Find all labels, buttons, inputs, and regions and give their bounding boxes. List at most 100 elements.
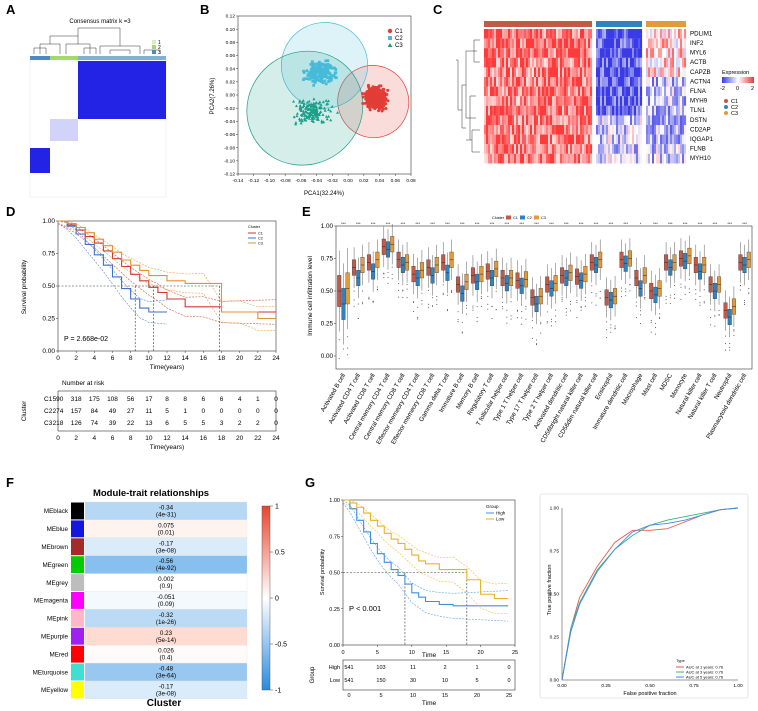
heatmap-cell	[578, 48, 581, 58]
km-d-pvalue: P = 2.668e-02	[64, 336, 108, 343]
module-pvalue: (1e-26)	[156, 619, 176, 626]
heatmap-cell	[640, 134, 643, 145]
risk-d-x-label: Time(years)	[150, 444, 184, 451]
heatmap-gene-label: IQGAP1	[690, 136, 714, 143]
heatmap-cell	[674, 38, 677, 49]
panel-e-immune: Cluster C1 C2 C3 *** *** *** *** *** *** *** **…	[307, 215, 753, 446]
heatmap-cell	[678, 48, 681, 58]
heatmap-cell	[484, 48, 487, 58]
heatmap-cell	[546, 125, 549, 135]
heatmap-cell	[582, 105, 585, 116]
heatmap-cell	[646, 29, 649, 39]
heatmap-cell	[590, 48, 593, 58]
heatmap-cell	[586, 57, 589, 68]
pca-x-tick-label: 0.04	[375, 178, 385, 184]
pca-point-c2	[314, 66, 318, 69]
risk-g-time-label: 10	[410, 693, 416, 699]
heatmap-cell	[622, 125, 625, 135]
immune-legend-swatch-c2	[520, 215, 525, 220]
heatmap-cell	[556, 86, 559, 97]
heatmap-cell	[648, 48, 651, 58]
pca-point-c3	[298, 118, 302, 122]
roc-ticks: 0.00 0.25 0.50 0.75 1.000.000.250.500.751.00	[550, 506, 743, 689]
heatmap-cell	[662, 115, 665, 126]
heatmap-cell	[576, 57, 579, 68]
heatmap-cell	[548, 38, 551, 49]
km-d-legend-label-c1: C1	[258, 232, 263, 236]
heatmap-cell	[514, 134, 517, 145]
heatmap-cell	[590, 38, 593, 49]
immune-significance: ***	[727, 221, 732, 226]
heatmap-cell	[630, 105, 633, 116]
heatmap-cell	[510, 57, 513, 68]
heatmap-cell	[604, 96, 607, 106]
immune-outlier	[718, 309, 720, 311]
heatmap-cell	[632, 38, 635, 49]
heatmap-cell	[488, 29, 491, 39]
immune-outlier	[669, 303, 671, 305]
heatmap-cell	[668, 144, 671, 154]
heatmap-cell	[522, 48, 525, 58]
heatmap-cell	[682, 48, 685, 58]
heatmap-cell	[530, 67, 533, 78]
heatmap-legend: Expression -2 0 2 C1 C2 C3	[720, 70, 754, 117]
risk-d-cell: 39	[109, 420, 117, 427]
heatmap-cell	[682, 125, 685, 135]
risk-g-cell: 541	[344, 665, 353, 671]
heatmap-cell	[558, 125, 561, 135]
heatmap-cell	[486, 86, 489, 97]
heatmap-cell	[488, 57, 491, 68]
heatmap-cell	[584, 67, 587, 78]
pca-point-c1	[374, 105, 378, 109]
heatmap-cell	[560, 105, 563, 116]
heatmap-cell	[598, 134, 601, 145]
heatmap-cell	[638, 115, 641, 126]
heatmap-cell	[546, 48, 549, 58]
pca-point-c2	[323, 67, 326, 71]
heatmap-cell	[596, 67, 599, 78]
pca-point-c3	[298, 99, 302, 103]
heatmap-cell	[538, 134, 541, 145]
pca-point-c2	[326, 76, 329, 80]
heatmap-cell	[490, 29, 493, 39]
heatmap-cell	[634, 38, 637, 49]
heatmap-legend-tick-0: 0	[736, 86, 739, 92]
immune-outlier	[606, 337, 608, 339]
heatmap-cell	[634, 153, 637, 164]
heatmap-cell	[648, 86, 651, 97]
heatmap-cell	[540, 48, 543, 58]
heatmap-cell	[664, 48, 667, 58]
pca-point-c1	[361, 102, 365, 106]
heatmap-cell	[584, 153, 587, 164]
heatmap-cell	[638, 125, 641, 135]
heatmap-cell	[488, 153, 491, 164]
heatmap-cell	[576, 153, 579, 164]
heatmap-cell	[606, 144, 609, 154]
risk-d-time-label: 18	[218, 435, 226, 442]
heatmap-cell	[492, 77, 495, 87]
heatmap-cell	[674, 67, 677, 78]
risk-d-row-label: C1	[44, 396, 53, 403]
pca-point-c2	[324, 82, 328, 86]
pca-point-c3	[308, 113, 312, 117]
heatmap-cell	[560, 144, 563, 154]
module-swatch	[71, 645, 84, 663]
heatmap-cell	[558, 67, 561, 78]
heatmap-cell	[620, 29, 623, 39]
pca-point-c2	[320, 77, 323, 81]
immune-legend: Cluster C1 C2 C3	[492, 215, 546, 220]
pca-point-c2	[312, 68, 316, 72]
immune-outlier	[417, 306, 419, 308]
heatmap-cell	[550, 77, 553, 87]
heatmap-cell	[492, 48, 495, 58]
heatmap-cell	[670, 105, 673, 116]
immune-outlier	[525, 306, 527, 308]
heatmap-cell	[550, 48, 553, 58]
pca-x-tick-label: -0.08	[280, 178, 291, 184]
immune-significance: ***	[742, 221, 747, 226]
heatmap-cell	[648, 105, 651, 116]
immune-significance: ***	[519, 221, 524, 226]
heatmap-cell	[500, 48, 503, 58]
heatmap-cell	[658, 77, 661, 87]
immune-outlier	[376, 289, 378, 291]
